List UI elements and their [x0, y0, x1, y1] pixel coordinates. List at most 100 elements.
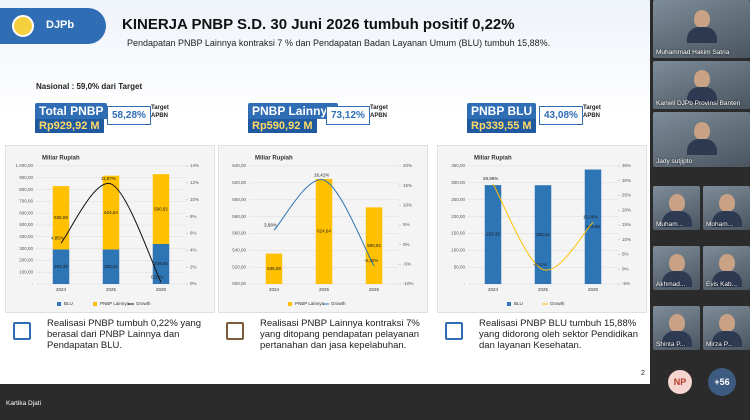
participant-tile[interactable]: Shinta P...: [653, 306, 700, 350]
participant-tile[interactable]: Muham...: [653, 186, 700, 230]
y2-tick-label: -5%: [403, 262, 411, 267]
y2-tick-label: 4%: [190, 247, 197, 252]
legend-swatch: [93, 302, 97, 306]
y2-tick-label: 0%: [403, 242, 410, 247]
participant-name: Jady sutjipto: [656, 158, 693, 165]
x-tick-label: 2025: [538, 287, 549, 292]
y-tick-label: 100,00: [451, 247, 465, 252]
badge: PNBP Lainnya Rp590,92 M 73,12% Target APBN: [248, 103, 428, 133]
y-tick-label: 520,00: [232, 264, 246, 269]
growth-label: 0,22%: [151, 274, 164, 279]
y-tick-label: 400,00: [19, 234, 33, 239]
avatar[interactable]: NP: [668, 370, 692, 394]
y2-tick-label: 20%: [403, 163, 412, 168]
growth-label: 11,87%: [101, 176, 116, 181]
bar-value-label: 339,55: [154, 261, 168, 266]
y-tick-label: 250,00: [451, 197, 465, 202]
y-tick-label: 50,00: [454, 264, 466, 269]
video-head: [693, 121, 710, 140]
y2-tick-label: -5%: [622, 281, 630, 286]
bar: [365, 207, 383, 284]
bar-value-label: 590,92: [154, 206, 168, 211]
y2-tick-label: 0%: [622, 266, 629, 271]
badge-percent: 58,28%: [107, 106, 151, 125]
bar: [152, 174, 170, 244]
chart: Miliar Rupiah 500,00 520,00 540,00 560,00 580…: [232, 156, 414, 307]
participant-name: Muhammad Hakim Satria: [656, 49, 730, 56]
participant-tile[interactable]: Kanwil DJPb Provinsi Banten: [653, 61, 750, 109]
y-tick-label: 200,00: [451, 214, 465, 219]
video-head: [718, 253, 735, 272]
badge-amount: Rp339,55 M: [467, 119, 536, 133]
growth-label: 4,85%: [51, 235, 64, 240]
badge: Total PNBP Rp929,92 M 58,28% Target APBN: [35, 103, 215, 133]
note-text: Realisasi PNBP Lainnya kontraksi 7% yang…: [260, 318, 420, 351]
participant-name: Moham...: [706, 221, 734, 228]
y-tick-label: 300,00: [451, 180, 465, 185]
bar-value-label: 624,64: [104, 210, 118, 215]
y2-tick-label: 30%: [622, 178, 631, 183]
growth-line: [273, 179, 375, 267]
participant-tile[interactable]: Muhammad Hakim Satria: [653, 0, 750, 58]
legend-label: PNBP Lainnya: [100, 301, 130, 306]
x-tick-label: 2026: [588, 287, 599, 292]
y-tick-label: 600,00: [232, 197, 246, 202]
y-tick-label: 600,00: [19, 210, 33, 215]
y2-tick-label: 10%: [403, 203, 412, 208]
video-head: [718, 193, 735, 212]
participant-tile[interactable]: Mirza P...: [703, 306, 750, 350]
legend-swatch: [288, 302, 292, 306]
legend-label: BLU: [64, 301, 73, 306]
participant-tile[interactable]: Jady sutjipto: [653, 112, 750, 167]
page-number: 2: [641, 370, 645, 377]
target-line: APBN: [583, 113, 601, 119]
video-body: [686, 86, 717, 103]
chart-panel: Miliar Rupiah - 100,00 200,00 300,00 400,00 50…: [5, 145, 215, 313]
participant-tile[interactable]: Evis Kab...: [703, 246, 750, 290]
y2-tick-label: -10%: [403, 281, 414, 286]
bottom-bar: [0, 384, 750, 420]
participant-name: Kanwil DJPb Provinsi Banten: [656, 100, 741, 107]
video-head: [668, 253, 685, 272]
video-head: [693, 10, 710, 29]
legend-label: PNBP Lainnya: [295, 301, 325, 306]
y-tick-label: 100,00: [19, 269, 33, 274]
chart-panel: Miliar Rupiah 500,00 520,00 540,00 560,00 580…: [218, 145, 428, 313]
growth-line: [492, 183, 594, 271]
y-tick-label: 640,00: [232, 163, 246, 168]
legend-swatch: [57, 302, 61, 306]
y-tick-label: 1.000,00: [15, 163, 33, 168]
presenter-name: Kartika Djati: [6, 400, 42, 407]
y2-tick-label: 15%: [622, 222, 631, 227]
bar: [534, 185, 552, 284]
participant-tile[interactable]: Moham...: [703, 186, 750, 230]
badge-percent: 43,08%: [539, 106, 583, 125]
growth-label: 15,88%: [583, 215, 598, 220]
badge-name: Total PNBP: [35, 103, 108, 119]
more-participants[interactable]: +56: [708, 368, 736, 396]
video-body: [711, 210, 742, 227]
bar-value-label: 536,08: [267, 266, 281, 271]
legend-label: BLU: [514, 301, 523, 306]
y2-tick-label: 5%: [403, 222, 410, 227]
participant-name: Shinta P...: [656, 341, 686, 348]
video-head: [718, 313, 735, 332]
target-line: Target: [370, 105, 388, 111]
participant-tile[interactable]: Akhmad...: [653, 246, 700, 290]
bar: [52, 186, 70, 250]
x-tick-label: 2026: [156, 287, 167, 292]
participant-name: Evis Kab...: [706, 281, 738, 288]
video-head: [693, 69, 710, 88]
y2-tick-label: 12%: [190, 180, 199, 185]
target-label: Target APBN: [370, 104, 388, 120]
y2-tick-label: 15%: [403, 183, 412, 188]
y-tick-label: 500,00: [19, 222, 33, 227]
chart-panel: Miliar Rupiah - 50,00 100,00 150,00 200,00 250…: [437, 145, 647, 313]
y-tick-label: 580,00: [232, 214, 246, 219]
slide-subtitle: Pendapatan PNBP Lainnya kontraksi 7 % da…: [127, 38, 551, 48]
bar: [584, 169, 602, 284]
logo-seal: [12, 15, 34, 37]
y-tick-label: 500,00: [232, 281, 246, 286]
chart-unit: Miliar Rupiah: [255, 156, 293, 162]
